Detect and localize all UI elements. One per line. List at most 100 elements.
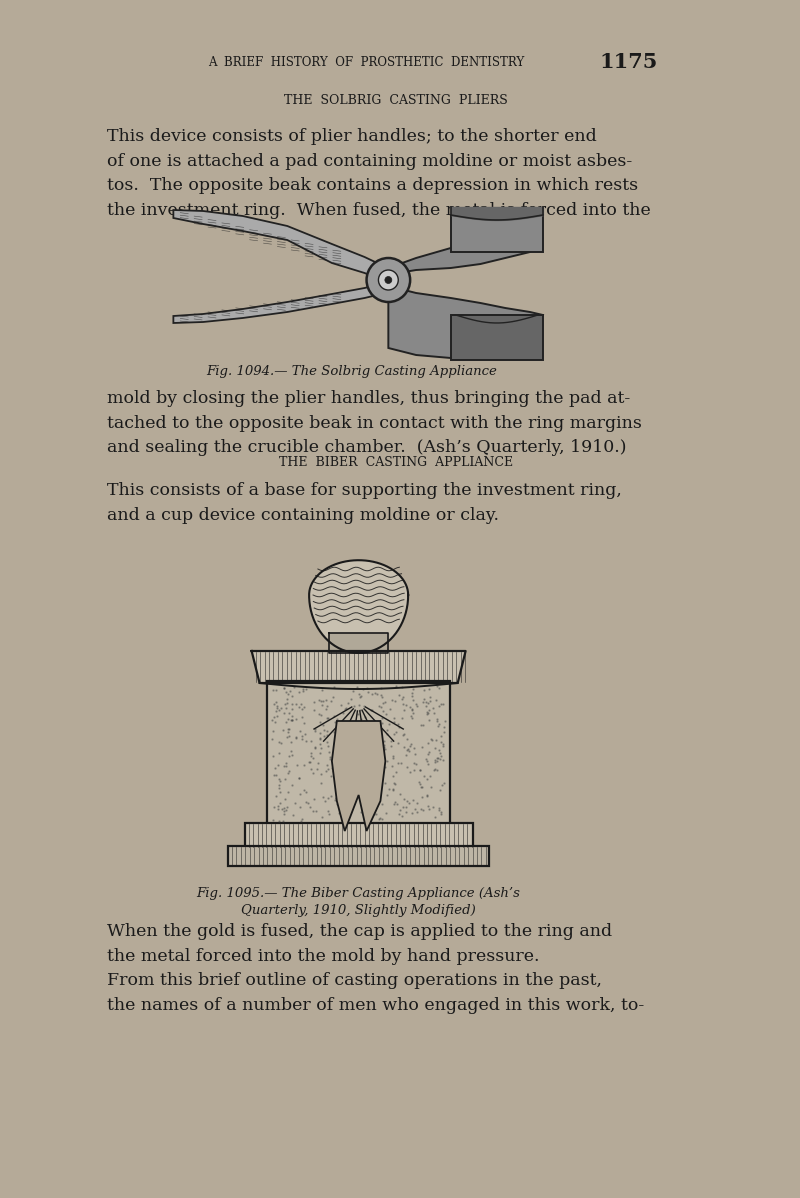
- Point: [362, 714, 374, 733]
- Point: [422, 743, 435, 762]
- Point: [282, 746, 295, 766]
- Point: [278, 756, 290, 775]
- Point: [422, 755, 434, 774]
- Point: [286, 695, 298, 714]
- Point: [431, 716, 444, 736]
- Point: [282, 763, 294, 782]
- Point: [300, 732, 313, 751]
- Point: [339, 698, 352, 718]
- Point: [280, 757, 293, 776]
- Point: [273, 811, 286, 830]
- Point: [407, 679, 420, 698]
- Point: [421, 751, 434, 770]
- Point: [414, 761, 426, 780]
- Point: [307, 749, 320, 768]
- Point: [277, 804, 290, 823]
- Point: [430, 712, 443, 731]
- Point: [368, 683, 381, 702]
- Point: [392, 733, 405, 752]
- Point: [298, 697, 310, 716]
- Point: [290, 695, 302, 714]
- Point: [318, 727, 331, 746]
- Point: [351, 746, 364, 766]
- Point: [307, 701, 320, 720]
- Point: [437, 734, 450, 754]
- Text: When the gold is fused, the cap is applied to the ring and
the metal forced into: When the gold is fused, the cap is appli…: [107, 922, 612, 964]
- Point: [310, 760, 323, 779]
- Point: [434, 803, 447, 822]
- Point: [375, 794, 388, 813]
- Point: [281, 727, 294, 746]
- Point: [428, 807, 441, 827]
- Point: [420, 787, 433, 806]
- Point: [322, 801, 334, 821]
- Point: [270, 698, 283, 718]
- Point: [351, 758, 364, 778]
- Point: [372, 722, 385, 742]
- Point: [342, 810, 354, 829]
- Point: [330, 724, 343, 743]
- Point: [328, 722, 341, 742]
- Point: [286, 686, 298, 706]
- Point: [365, 797, 378, 816]
- Point: [375, 697, 388, 716]
- Point: [351, 785, 364, 804]
- Point: [278, 679, 290, 698]
- Point: [396, 689, 409, 708]
- Point: [354, 783, 367, 803]
- Point: [373, 810, 386, 829]
- Point: [434, 695, 447, 714]
- Point: [334, 696, 347, 715]
- Point: [392, 715, 405, 734]
- Point: [356, 794, 369, 813]
- Point: [364, 700, 377, 719]
- Point: [345, 746, 358, 766]
- Point: [406, 703, 419, 722]
- Point: [290, 727, 302, 746]
- Point: [336, 756, 349, 775]
- Point: [324, 748, 337, 767]
- Point: [310, 801, 323, 821]
- Point: [375, 810, 388, 829]
- Point: [309, 719, 322, 738]
- Point: [343, 734, 356, 754]
- Point: [284, 742, 297, 761]
- Point: [423, 800, 436, 819]
- Point: [396, 695, 409, 714]
- Point: [390, 722, 402, 742]
- Point: [416, 692, 429, 712]
- Point: [345, 789, 358, 809]
- Point: [430, 677, 443, 696]
- Point: [360, 746, 373, 766]
- Point: [298, 780, 310, 799]
- Point: [378, 736, 390, 755]
- Point: [371, 756, 384, 775]
- Point: [338, 773, 350, 792]
- Point: [362, 766, 375, 785]
- Point: [406, 804, 419, 823]
- Point: [406, 701, 418, 720]
- Point: [267, 722, 280, 742]
- Point: [327, 677, 340, 696]
- Point: [332, 751, 345, 770]
- Point: [387, 794, 400, 813]
- Point: [347, 696, 360, 715]
- Point: [377, 748, 390, 767]
- Point: [274, 772, 287, 791]
- Text: THE  BIBER  CASTING  APPLIANCE: THE BIBER CASTING APPLIANCE: [279, 455, 514, 468]
- Point: [330, 770, 343, 789]
- Point: [340, 798, 353, 817]
- Point: [296, 708, 309, 727]
- Point: [378, 739, 391, 758]
- Point: [281, 689, 294, 708]
- Point: [374, 770, 386, 789]
- Point: [365, 731, 378, 750]
- Point: [339, 700, 352, 719]
- Point: [281, 694, 294, 713]
- Point: [430, 730, 442, 749]
- Point: [356, 767, 369, 786]
- Point: [275, 698, 288, 718]
- Point: [302, 752, 315, 772]
- Point: [390, 763, 402, 782]
- Point: [417, 800, 430, 819]
